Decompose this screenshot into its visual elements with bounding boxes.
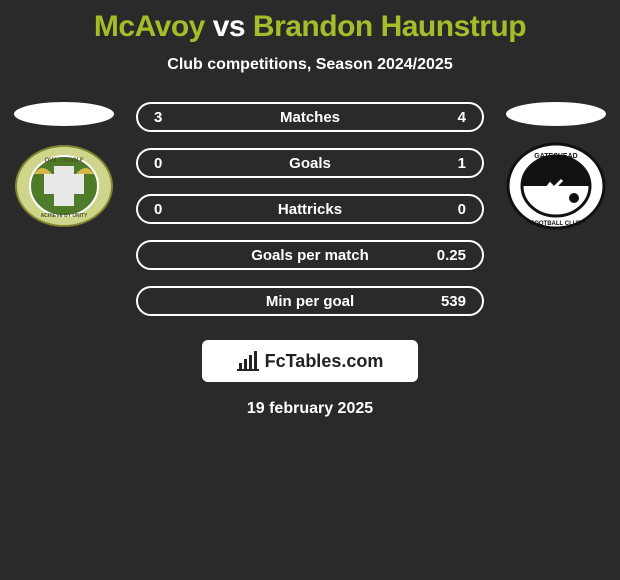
subtitle: Club competitions, Season 2024/2025 [5,56,615,74]
left-side-col: OVIL TOWN F ACHIEVE BY UNITY [9,102,119,228]
player1-photo-placeholder [14,102,114,126]
title-player2: Brandon Haunstrup [253,10,526,43]
brand-box[interactable]: FcTables.com [202,340,418,382]
right-side-col: GATESHEAD FOOTBALL CLUB [501,102,611,228]
title-player1: McAvoy [94,10,205,43]
club-badge-right: GATESHEAD FOOTBALL CLUB [506,144,606,228]
club-badge-left: OVIL TOWN F ACHIEVE BY UNITY [14,144,114,228]
stat-row-hattricks: 0 Hattricks 0 [136,194,484,224]
stats-column: 3 Matches 4 0 Goals 1 0 Hattricks 0 Goal… [120,102,500,316]
stat-label: Min per goal [138,293,482,310]
title-vs: vs [213,10,245,43]
player2-photo-placeholder [506,102,606,126]
stat-row-gpm: Goals per match 0.25 [136,240,484,270]
main-row: OVIL TOWN F ACHIEVE BY UNITY 3 Matches 4… [5,102,615,316]
stat-row-matches: 3 Matches 4 [136,102,484,132]
comparison-date: 19 february 2025 [5,400,615,418]
stat-label: Matches [138,109,482,126]
stat-label: Hattricks [138,201,482,218]
stat-row-mpg: Min per goal 539 [136,286,484,316]
bar-chart-icon [237,351,259,371]
page-title: McAvoy vs Brandon Haunstrup [5,10,615,44]
stat-label: Goals [138,155,482,172]
svg-text:FOOTBALL CLUB: FOOTBALL CLUB [531,221,583,227]
brand-label: FcTables.com [265,351,384,372]
svg-text:GATESHEAD: GATESHEAD [534,153,577,160]
svg-text:OVIL TOWN F: OVIL TOWN F [44,158,83,164]
stat-row-goals: 0 Goals 1 [136,148,484,178]
stat-label: Goals per match [138,247,482,264]
svg-text:ACHIEVE BY UNITY: ACHIEVE BY UNITY [41,213,89,219]
comparison-card: McAvoy vs Brandon Haunstrup Club competi… [0,0,620,580]
